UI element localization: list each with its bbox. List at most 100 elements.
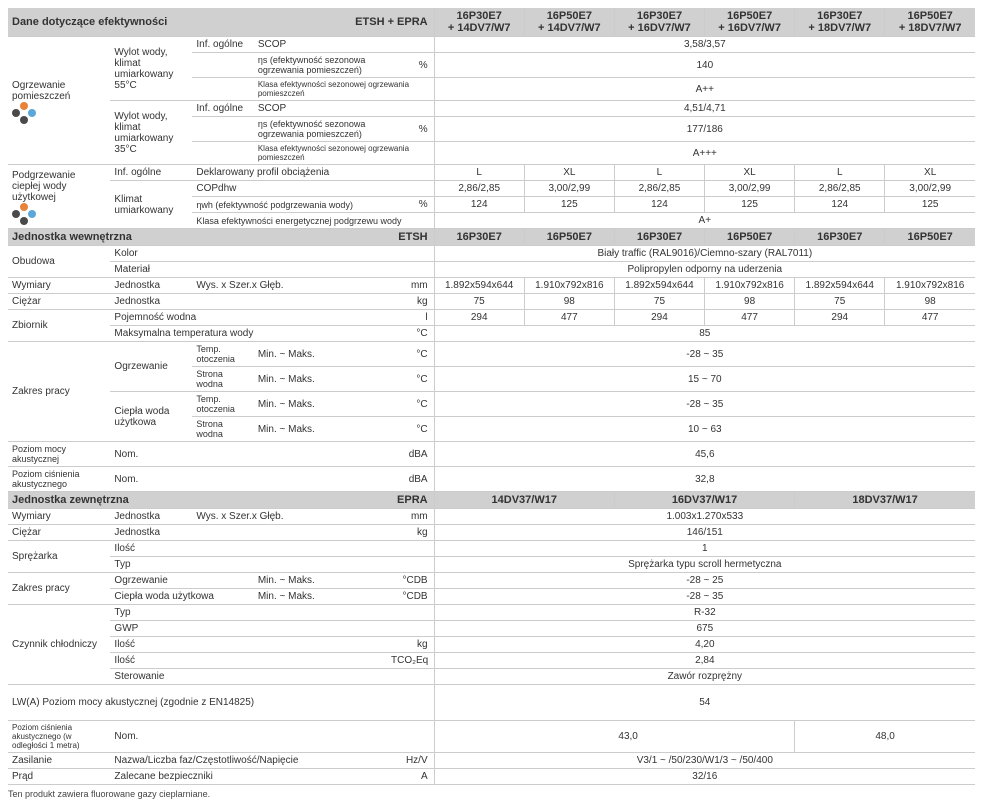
data-value: 3,58/3,57 xyxy=(434,37,975,53)
table-row: Ciepła woda użytkowa Temp. otoczenia Min… xyxy=(8,392,975,417)
data-value: 2,86/2,85 xyxy=(434,181,524,197)
table-row: Poziom ciśnienia akustycznego (w odległo… xyxy=(8,721,975,753)
row-label: Wymiary xyxy=(8,278,110,294)
data-value: 177/186 xyxy=(434,117,975,142)
data-value: 85 xyxy=(434,326,975,342)
row-sublabel: Wylot wody, klimat umiarkowany 35°C xyxy=(110,101,192,165)
unit: dBA xyxy=(387,442,434,467)
unit: A xyxy=(387,769,434,785)
unit: °CDB xyxy=(387,589,434,605)
row-label: Podgrzewanie ciepłej wody użytkowej xyxy=(12,170,75,203)
table-row: Prąd Zalecane bezpieczniki A 32/16 xyxy=(8,769,975,785)
data-value: 2,86/2,85 xyxy=(795,181,885,197)
unit: mm xyxy=(387,509,434,525)
row-sublabel: Typ xyxy=(110,605,434,621)
data-value: 477 xyxy=(705,310,795,326)
row-label: Zakres pracy xyxy=(8,573,110,605)
row-param: Wys. x Szer.x Głęb. xyxy=(192,509,387,525)
data-value: 146/151 xyxy=(434,525,975,541)
row-label: Ogrzewanie pomieszczeń xyxy=(12,80,70,102)
section2-header: Jednostka wewnętrzna ETSH 16P30E7 16P50E… xyxy=(8,229,975,246)
section1-header: Dane dotyczące efektywności ETSH + EPRA … xyxy=(8,8,975,37)
table-row: Ciężar Jednostka kg 146/151 xyxy=(8,525,975,541)
data-value: -28 ~ 35 xyxy=(434,392,975,417)
data-value: 3,00/2,99 xyxy=(524,181,614,197)
row-label: Zakres pracy xyxy=(8,342,110,442)
row-sublabel: Ogrzewanie xyxy=(110,573,253,589)
row-sublabel: Jednostka xyxy=(110,525,387,541)
data-value: 98 xyxy=(885,294,975,310)
row-label: Obudowa xyxy=(8,246,110,278)
data-value: 98 xyxy=(524,294,614,310)
data-value: L xyxy=(434,165,524,181)
data-value: Sprężarka typu scroll hermetyczna xyxy=(434,557,975,573)
data-value: 32,8 xyxy=(434,467,975,492)
data-value: 125 xyxy=(705,197,795,213)
section2-colh: ETSH xyxy=(254,229,434,246)
unit: kg xyxy=(387,294,434,310)
row-sublabel: Ciepła woda użytkowa xyxy=(110,589,253,605)
row-param: ηs (efektywność sezonowa ogrzewania pomi… xyxy=(254,53,387,78)
row-label: Wymiary xyxy=(8,509,110,525)
model-col: 16P30E7 xyxy=(614,229,704,246)
row-param: ηs (efektywność sezonowa ogrzewania pomi… xyxy=(254,117,387,142)
data-value: 124 xyxy=(614,197,704,213)
spec-table: Dane dotyczące efektywności ETSH + EPRA … xyxy=(8,8,975,785)
table-row: Ciężar Jednostka kg 75 98 75 98 75 98 xyxy=(8,294,975,310)
data-value: 294 xyxy=(795,310,885,326)
data-value: XL xyxy=(705,165,795,181)
data-value: L xyxy=(795,165,885,181)
data-value: 675 xyxy=(434,621,975,637)
row-sublabel: Strona wodna xyxy=(192,367,253,392)
unit: °C xyxy=(387,326,434,342)
row-param: Materiał xyxy=(110,262,434,278)
data-value: Zawór rozprężny xyxy=(434,669,975,685)
unit: °C xyxy=(387,342,434,367)
data-value: 1.910x792x816 xyxy=(524,278,614,294)
data-value: 124 xyxy=(795,197,885,213)
row-label: Poziom ciśnienia akustycznego (w odległo… xyxy=(8,721,110,753)
row-sublabel: Maksymalna temperatura wody xyxy=(110,326,387,342)
section3-title: Jednostka zewnętrzna xyxy=(8,492,254,509)
row-sublabel: Inf. ogólne xyxy=(192,37,253,53)
row-param: Min. ~ Maks. xyxy=(254,392,387,417)
data-value: 4,20 xyxy=(434,637,975,653)
row-sublabel: Nom. xyxy=(110,721,434,753)
data-value: R-32 xyxy=(434,605,975,621)
data-value: 477 xyxy=(885,310,975,326)
table-row: Poziom ciśnienia akustycznego Nom. dBA 3… xyxy=(8,467,975,492)
row-label: Poziom ciśnienia akustycznego xyxy=(8,467,110,492)
data-value: 75 xyxy=(614,294,704,310)
data-value: 15 ~ 70 xyxy=(434,367,975,392)
table-row: Podgrzewanie ciepłej wody użytkowej Inf.… xyxy=(8,165,975,181)
table-row: Materiał Polipropylen odporny na uderzen… xyxy=(8,262,975,278)
table-row: Maksymalna temperatura wody °C 85 xyxy=(8,326,975,342)
row-label: Prąd xyxy=(8,769,110,785)
table-row: Poziom mocy akustycznej Nom. dBA 45,6 xyxy=(8,442,975,467)
row-sublabel: Jednostka xyxy=(110,509,192,525)
model-col: 16P30E7+ 18DV7/W7 xyxy=(795,8,885,37)
section3-colh: EPRA xyxy=(254,492,434,509)
data-value: A+ xyxy=(434,213,975,229)
row-param: Klasa efektywności energetycznej podgrze… xyxy=(192,213,434,229)
row-sublabel: Wylot wody, klimat umiarkowany 55°C xyxy=(110,37,192,101)
data-value: 294 xyxy=(614,310,704,326)
data-value: 75 xyxy=(434,294,524,310)
data-value: 294 xyxy=(434,310,524,326)
data-value: 10 ~ 63 xyxy=(434,417,975,442)
data-value: Polipropylen odporny na uderzenia xyxy=(434,262,975,278)
unit: l xyxy=(387,310,434,326)
row-param: Klasa efektywności sezonowej ogrzewania … xyxy=(254,78,434,101)
unit: °C xyxy=(387,417,434,442)
data-value: 75 xyxy=(795,294,885,310)
row-sublabel: Zalecane bezpieczniki xyxy=(110,769,387,785)
table-row: Typ Sprężarka typu scroll hermetyczna xyxy=(8,557,975,573)
model-col: 16P50E7+ 16DV7/W7 xyxy=(705,8,795,37)
row-sublabel: Ogrzewanie xyxy=(110,342,192,392)
data-value: V3/1 ~ /50/230/W1/3 ~ /50/400 xyxy=(434,753,975,769)
data-value: 2,86/2,85 xyxy=(614,181,704,197)
unit: % xyxy=(387,197,434,213)
model-col: 16P30E7+ 16DV7/W7 xyxy=(614,8,704,37)
row-sublabel: Sterowanie xyxy=(110,669,434,685)
unit: % xyxy=(387,53,434,78)
